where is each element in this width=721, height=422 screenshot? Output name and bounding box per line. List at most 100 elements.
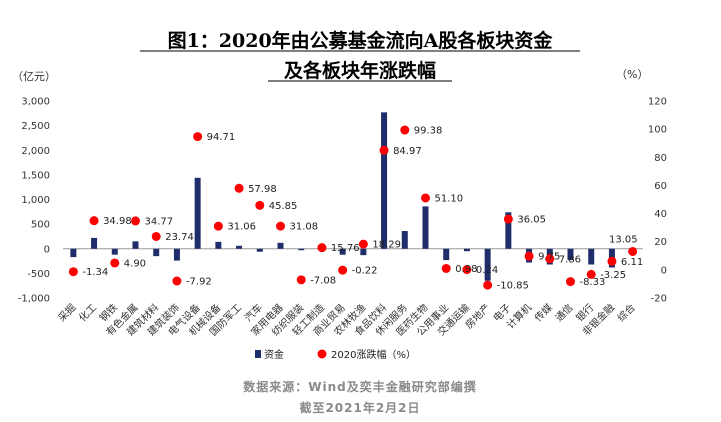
data-label: 51.10 [435,193,464,204]
category-label: 综合 [614,301,637,324]
category-label: 化工 [76,301,99,324]
scatter-point [193,132,203,142]
scatter-point [358,239,368,249]
bar [505,212,512,249]
scatter-point [545,254,555,264]
data-label: 31.06 [227,222,256,233]
left-tick-label: -1,000 [18,294,50,305]
bar [215,241,222,249]
bar [360,248,367,256]
legend-bar-swatch [255,350,261,358]
right-tick-label: 120 [648,97,667,108]
right-tick-label: 0 [661,265,667,276]
chart-title-line-1: 图1：2020年由公募基金流向A股各板块资金 [168,29,554,52]
left-tick-label: 1,000 [21,195,50,206]
scatter-point [276,221,285,231]
bar [463,248,470,252]
scatter-point [89,216,99,226]
right-axis-ticks: -20 0 20 40 60 80 100 120 [648,97,667,305]
scatter-point [296,275,306,285]
category-label: 采掘 [55,301,78,324]
left-tick-label: 3,000 [21,97,50,108]
left-tick-label: 2,000 [21,146,50,157]
scatter-point [421,193,430,203]
data-label: 0.98 [455,264,477,275]
scatter-point [524,251,534,261]
data-label: 7.86 [559,254,581,265]
data-label: -8.33 [580,277,606,288]
bar [381,112,388,249]
data-label: 84.97 [393,146,422,157]
scatter-point [110,258,120,268]
bar [111,248,118,255]
bar [91,237,98,249]
scatter-point [441,263,451,273]
data-label: 0.24 [476,265,498,276]
bar [339,248,346,255]
data-label: 23.74 [165,232,194,243]
scatter-point [503,214,513,224]
scatter-point [379,145,389,155]
scatter-point [628,246,638,256]
bar [567,248,574,261]
scatter-point [131,216,140,226]
right-tick-label: 80 [654,153,667,164]
left-tick-label: 1,500 [21,170,50,181]
bar [588,248,595,265]
category-label: 传媒 [532,302,555,325]
scatter-point [338,265,348,275]
scatter-point [234,183,244,193]
data-label: 15.76 [331,243,360,254]
legend-label-change: 2020涨跌幅（%） [331,348,416,361]
data-label: -7.92 [186,277,212,288]
data-label: 31.08 [290,222,319,233]
data-label: 9.75 [538,252,560,263]
scatter-point [607,256,617,266]
legend-dot-swatch [317,349,327,359]
bar [277,242,284,249]
data-label: 34.98 [103,216,132,227]
data-label: -10.85 [497,281,529,292]
data-label: 57.98 [248,184,277,195]
scatter-point [317,243,327,253]
data-label: 94.71 [207,132,236,143]
bar [132,241,139,249]
scatter-point [151,231,161,241]
bar [484,248,491,281]
left-tick-label: 0 [44,244,50,255]
data-labels: -1.34 34.98 4.90 34.77 23.74 -7.92 94.71 31.06 5… [82,126,643,292]
scatter-point [172,276,182,286]
data-label: -3.25 [600,270,626,281]
right-tick-label: 60 [654,181,667,192]
data-label: -0.22 [352,266,378,277]
bar [401,231,408,249]
bar [173,248,180,261]
category-labels: 采掘化工钢铁有色金属建筑材料建筑装饰电气设备机械设备国防军工汽车家用电器纺织服装… [55,301,638,338]
bar [298,248,305,251]
data-label: 18.29 [372,240,401,251]
scatter-point [400,125,410,135]
data-label: -1.34 [82,267,108,278]
left-tick-label: -500 [27,269,50,280]
legend: 资金 2020涨跌幅（%） [255,348,416,361]
data-label: 13.05 [609,234,638,245]
bar [153,248,160,257]
data-label: 4.90 [124,258,146,269]
left-tick-label: 2,500 [21,121,50,132]
scatter-point [213,221,223,231]
scatter-point [255,200,265,210]
date-note: 截至2021年2月2日 [299,400,420,415]
data-label: -7.08 [310,275,336,286]
scatter-point [566,277,575,287]
left-axis-ticks: -1,000 -500 0 500 1,000 1,500 2,000 2,500 3,000 [18,97,50,305]
bar [70,248,77,258]
chart-title-line-2: 及各板块年涨跌幅 [284,59,436,82]
scatter-series-2020-change [68,125,638,290]
legend-label-capital: 资金 [264,348,284,361]
right-tick-label: 100 [648,125,667,136]
scatter-point [483,280,493,290]
bar [443,248,450,261]
scatter-point [462,265,472,275]
scatter-point [586,269,596,279]
